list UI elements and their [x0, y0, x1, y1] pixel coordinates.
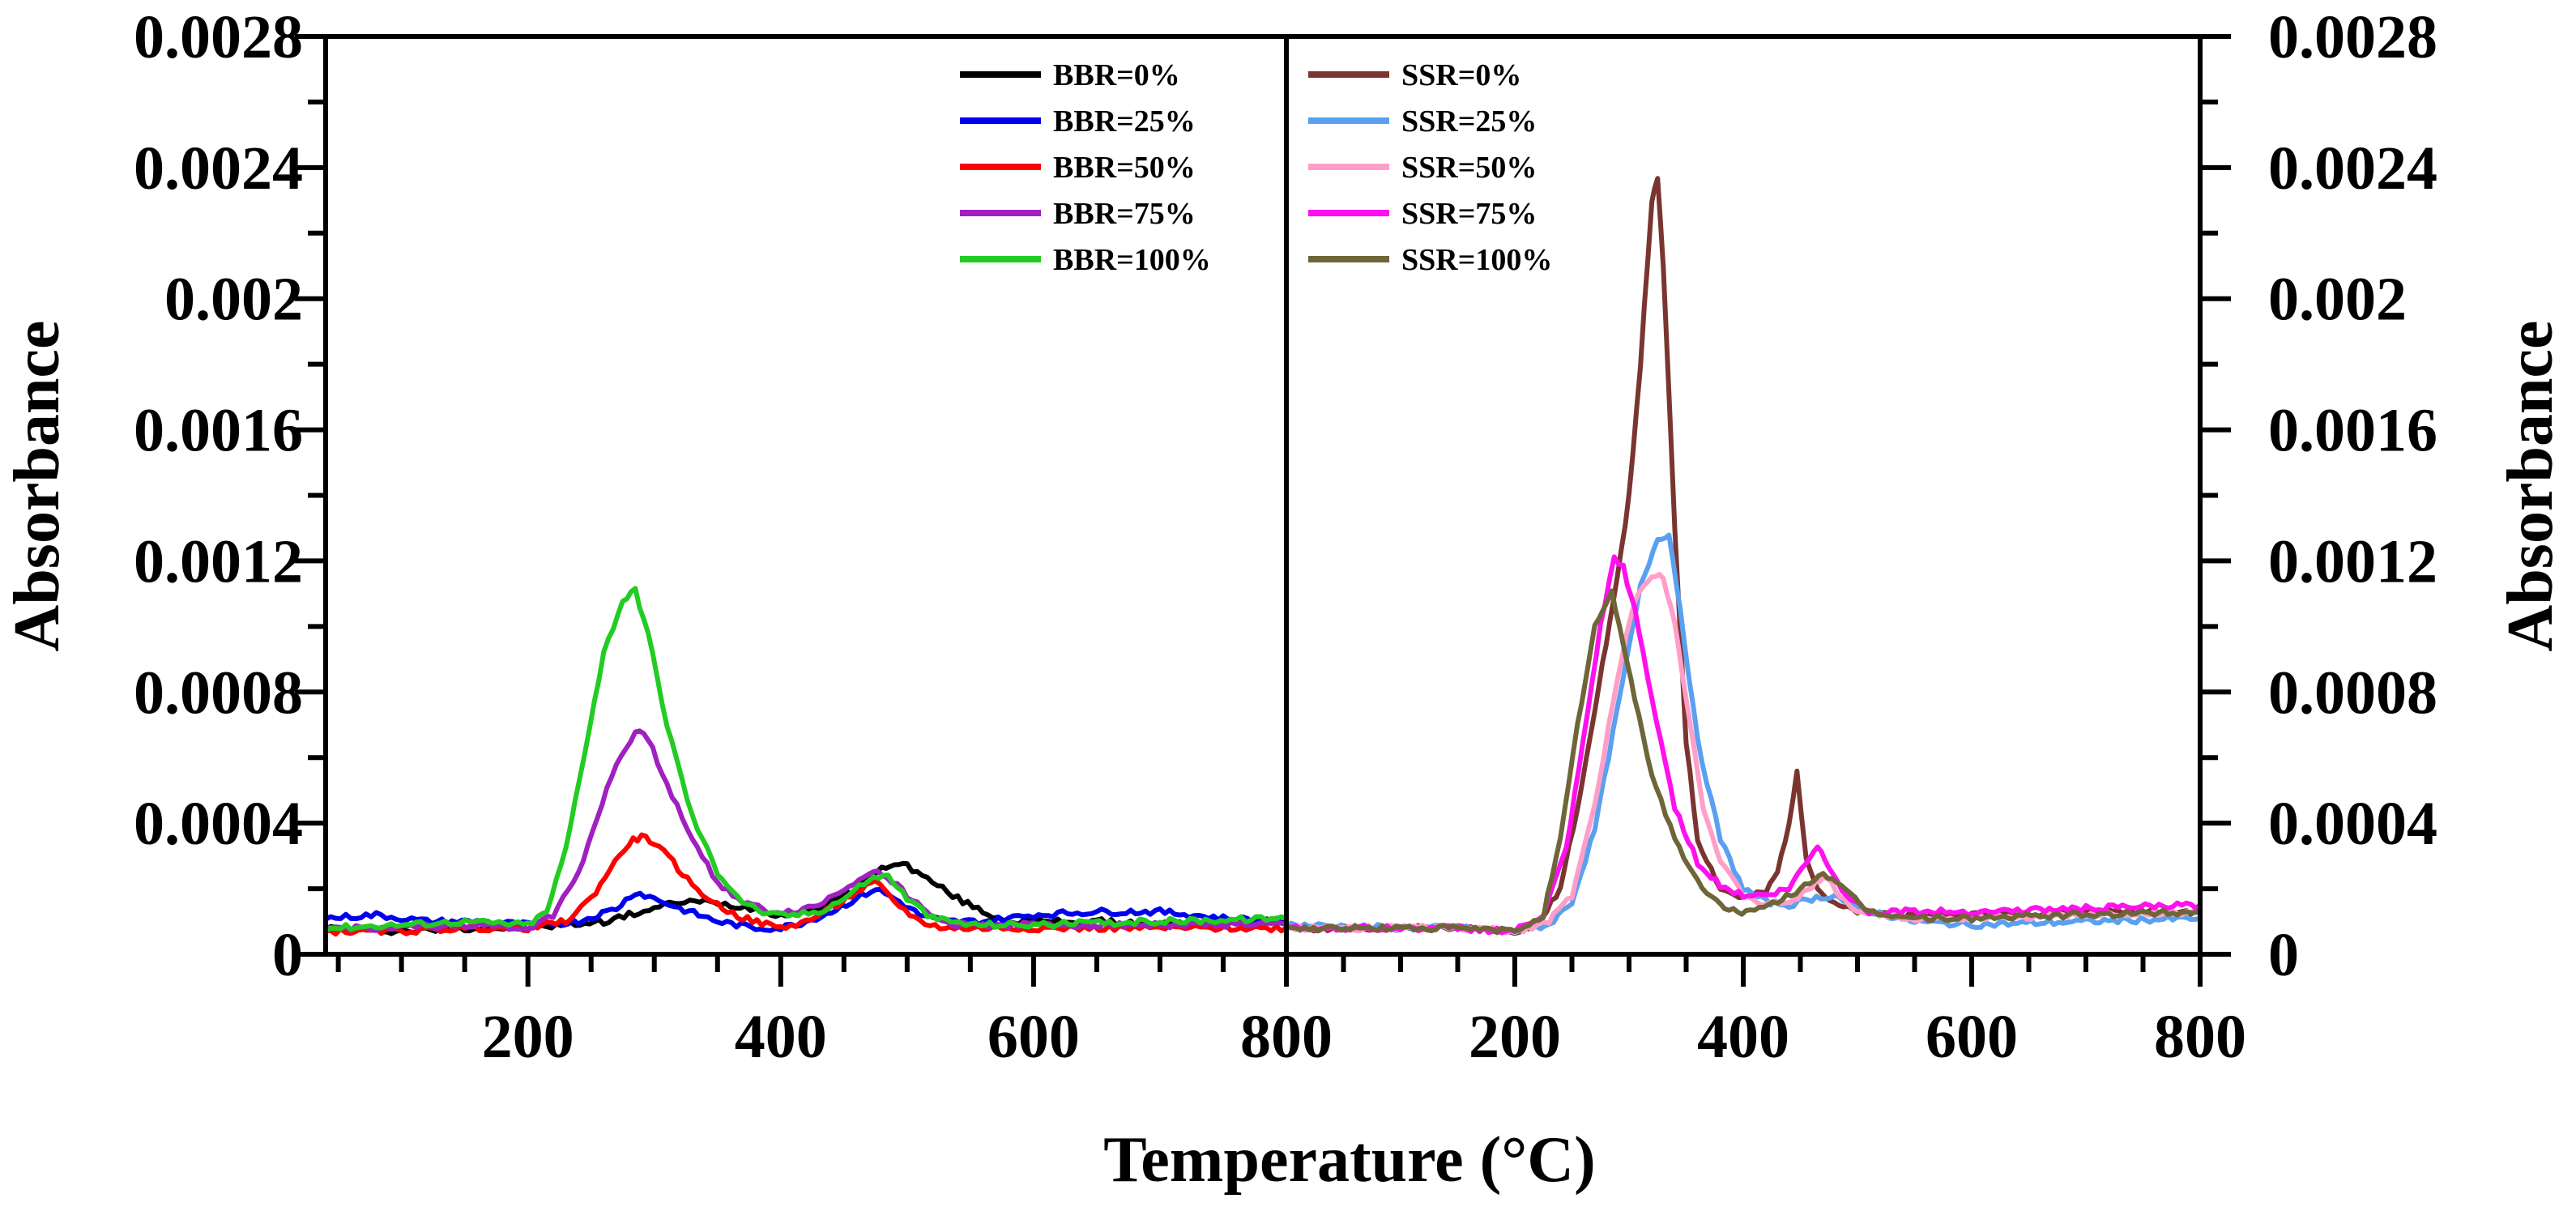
y-tick-label-left-2: 0.0008	[134, 659, 303, 727]
x-tick-label-left-600: 600	[987, 1003, 1080, 1071]
legend-label-left-4: BBR=100%	[1053, 243, 1211, 277]
legend-label-right-2: SSR=50%	[1401, 151, 1537, 185]
y-tick-label-right-1: 0.0004	[2268, 790, 2437, 858]
y-tick-label-right-7: 0.0028	[2268, 3, 2437, 71]
x-tick-label-left-200: 200	[482, 1003, 574, 1071]
chart-lines-layer	[326, 176, 2200, 937]
y-tick-label-left-5: 0.002	[164, 266, 303, 334]
legend-label-left-2: BBR=50%	[1053, 151, 1196, 185]
series-line-ssr25	[1286, 532, 2200, 936]
y-tick-label-left-3: 0.0012	[134, 527, 303, 595]
y-axis-title-right: Absorbance	[2495, 321, 2566, 652]
y-tick-label-left-6: 0.0024	[134, 134, 303, 203]
x-axis-title: Temperature (°C)	[1103, 1124, 1595, 1196]
series-group-right	[1286, 176, 2200, 936]
legend-label-right-3: SSR=75%	[1401, 197, 1537, 231]
y-tick-label-right-6: 0.0024	[2268, 134, 2437, 203]
y-tick-label-left-0: 0	[272, 921, 303, 989]
legend-label-left-3: BBR=75%	[1053, 197, 1196, 231]
legend-label-left-1: BBR=25%	[1053, 104, 1196, 139]
y-tick-label-right-5: 0.002	[2268, 266, 2407, 334]
chart-text-layer: BBR=0% BBR=25% BBR=50% BBR=75% BBR=100% 200 40…	[2, 3, 2566, 1196]
series-line-ssr75	[1286, 554, 2200, 936]
y-tick-label-left-4: 0.0016	[134, 397, 303, 465]
x-tick-label-left-800: 800	[1240, 1003, 1333, 1071]
x-tick-label-right-400: 400	[1697, 1003, 1789, 1071]
series-group-left	[326, 586, 1286, 937]
x-tick-label-right-600: 600	[1926, 1003, 2018, 1071]
y-tick-label-right-4: 0.0016	[2268, 397, 2437, 465]
y-tick-label-right-3: 0.0012	[2268, 527, 2437, 595]
legend-label-left-0: BBR=0%	[1053, 58, 1180, 92]
series-line-bbr75	[326, 728, 1286, 933]
legend-label-right-1: SSR=25%	[1401, 104, 1537, 139]
x-tick-label-left-400: 400	[735, 1003, 827, 1071]
y-axis-title-left: Absorbance	[2, 321, 73, 652]
series-line-ssr0	[1286, 176, 2200, 936]
legend-label-right-0: SSR=0%	[1401, 58, 1521, 92]
legend-label-right-4: SSR=100%	[1401, 243, 1552, 277]
y-tick-label-left-7: 0.0028	[134, 3, 303, 71]
x-tick-label-right-200: 200	[1469, 1003, 1561, 1071]
chart-axes-layer	[295, 34, 2231, 987]
y-tick-label-left-1: 0.0004	[134, 790, 303, 858]
series-line-ssr100	[1286, 588, 2200, 936]
plot-frame	[323, 34, 2203, 957]
y-tick-label-right-2: 0.0008	[2268, 659, 2437, 727]
x-tick-label-right-800: 800	[2154, 1003, 2246, 1071]
series-line-ssr50	[1286, 572, 2200, 936]
y-tick-label-right-0: 0	[2268, 921, 2299, 989]
series-line-bbr100	[326, 586, 1286, 933]
